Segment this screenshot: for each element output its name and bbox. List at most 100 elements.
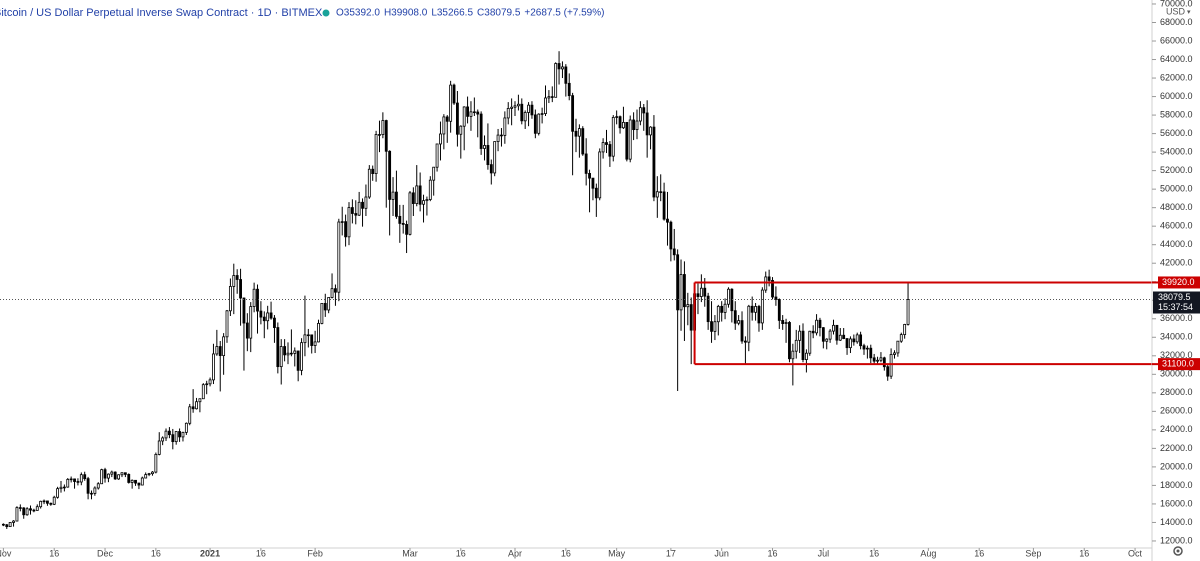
candle-body — [86, 478, 90, 494]
candle-body — [22, 507, 26, 516]
candle-body — [500, 134, 503, 137]
candle-body — [279, 346, 283, 368]
legend-change: +2687.5 (+7.59%) — [524, 8, 604, 19]
x-tick-label: Feb — [307, 548, 323, 558]
candle-body — [655, 191, 659, 198]
price-unit[interactable]: USD — [1166, 6, 1186, 16]
candle-body — [754, 306, 757, 313]
settings-icon[interactable] — [1173, 546, 1183, 556]
candle-body — [608, 144, 612, 157]
candle-body — [232, 275, 236, 287]
candle-body — [42, 500, 46, 503]
candle-body — [764, 276, 768, 291]
candle-body — [117, 474, 121, 480]
candle-body — [777, 299, 781, 321]
candle-body — [235, 275, 239, 280]
candle-body — [564, 66, 568, 84]
candle-body — [300, 342, 303, 371]
candle-body — [845, 338, 849, 349]
candle-body — [374, 134, 378, 174]
candle-body — [896, 340, 900, 354]
candle-body — [93, 487, 97, 494]
candle-body — [435, 143, 439, 168]
candle-body — [174, 431, 178, 443]
candle-body — [181, 431, 185, 438]
candle-body — [801, 330, 805, 360]
x-tick-label: Jun — [714, 548, 729, 558]
candle-body — [317, 322, 320, 343]
candle-body — [727, 288, 730, 305]
candle-body — [740, 320, 744, 342]
legend-low: L35266.5 — [431, 8, 473, 19]
candle-body — [296, 350, 300, 371]
candle-body — [83, 474, 87, 480]
candle-body — [100, 469, 104, 485]
candle-body — [520, 103, 524, 122]
candle-body — [215, 346, 219, 355]
candle-body — [679, 274, 683, 311]
candle-body — [903, 323, 907, 335]
countdown: 15:37:54 — [1158, 302, 1193, 312]
candle-body — [408, 192, 412, 235]
candle-body — [513, 105, 517, 108]
y-tick-label: 30000.0 — [1160, 369, 1193, 379]
y-tick-label: 68000.0 — [1160, 17, 1193, 27]
y-tick-label: 18000.0 — [1160, 480, 1193, 490]
candle-body — [364, 196, 368, 209]
candle-body — [804, 352, 808, 360]
candle-body — [716, 305, 720, 323]
candle-body — [510, 106, 514, 109]
candle-body — [815, 319, 818, 334]
candle-body — [69, 478, 73, 481]
candle-body — [411, 192, 415, 204]
candle-body — [167, 430, 171, 436]
candle-body — [872, 357, 876, 362]
candle-body — [703, 287, 707, 297]
candle-body — [256, 288, 259, 312]
y-tick-label: 52000.0 — [1160, 165, 1193, 175]
candle-body — [476, 111, 480, 115]
candle-body — [418, 185, 422, 205]
y-tick-label: 26000.0 — [1160, 406, 1193, 416]
candle-body — [252, 288, 256, 307]
candle-body — [320, 302, 324, 324]
candle-body — [306, 334, 310, 337]
candle-body — [330, 288, 334, 298]
candle-body — [178, 431, 181, 438]
candle-body — [489, 164, 493, 174]
candle-body — [798, 330, 802, 341]
candle-body — [228, 286, 232, 312]
candle-body — [466, 106, 469, 117]
candle-body — [527, 104, 530, 113]
candle-body — [638, 107, 642, 122]
candle-body — [791, 350, 795, 360]
candle-body — [886, 366, 890, 377]
candle-body — [130, 479, 134, 483]
candle-body — [415, 185, 419, 204]
candle-body — [90, 492, 93, 495]
candle-body — [123, 472, 127, 475]
candle-body — [269, 312, 273, 319]
candle-body — [855, 334, 859, 343]
candle-body — [605, 142, 608, 145]
candle-body — [198, 398, 202, 403]
candle-body — [452, 84, 456, 104]
candle-body — [184, 422, 188, 433]
candle-body — [554, 63, 558, 98]
candle-body — [757, 306, 761, 324]
y-tick-label: 46000.0 — [1160, 221, 1193, 231]
candle-body — [449, 84, 453, 122]
candle-body — [832, 324, 835, 332]
candle-body — [208, 379, 212, 385]
candle-body — [225, 310, 229, 338]
y-tick-label: 70000.0 — [1160, 0, 1193, 8]
candle-body — [425, 199, 429, 202]
y-tick-label: 48000.0 — [1160, 202, 1193, 212]
level-badge — [1158, 276, 1200, 289]
y-tick-label: 42000.0 — [1160, 258, 1193, 268]
x-tick-label: Dec — [97, 548, 114, 558]
x-tick-label: Jul — [818, 548, 830, 558]
candle-body — [574, 130, 578, 137]
candle-body — [303, 334, 307, 344]
candle-body — [222, 336, 226, 357]
